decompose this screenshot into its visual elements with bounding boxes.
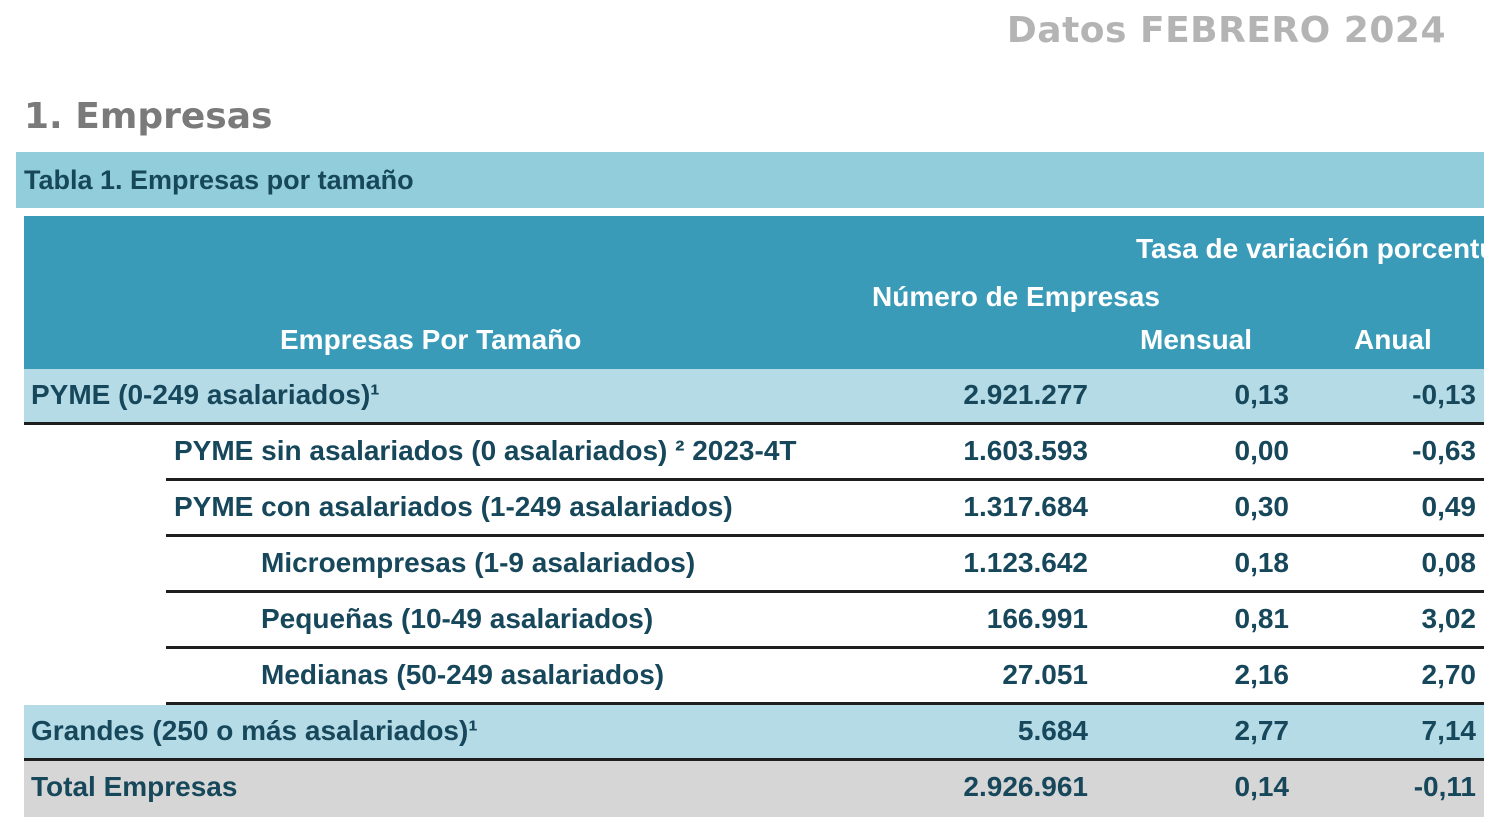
row-label: Pequeñas (10-49 asalariados) — [261, 603, 654, 634]
cell-numero: 1.317.684 — [963, 491, 1088, 522]
cell-numero: 2.926.961 — [963, 771, 1088, 802]
table-header: Empresas Por Tamaño Número de Empresas T… — [24, 216, 1500, 369]
cell-anual: 0,08 — [1421, 547, 1477, 578]
cell-mensual: 2,16 — [1234, 659, 1290, 690]
table-row-pyme-con-asalariados: PYME con asalariados (1-249 asalariados)… — [24, 481, 1484, 537]
row-label: Total Empresas — [31, 771, 238, 802]
cell-mensual: 2,77 — [1234, 715, 1290, 746]
cell-mensual: 0,81 — [1234, 603, 1290, 634]
table-row-pequenas: Pequeñas (10-49 asalariados) 166.991 0,8… — [24, 593, 1484, 649]
cell-numero: 5.684 — [1017, 715, 1088, 746]
cell-mensual: 0,14 — [1234, 771, 1290, 802]
report-date-title: Datos FEBRERO 2024 — [1006, 10, 1446, 51]
cell-anual: 7,14 — [1421, 715, 1477, 746]
row-label: Microempresas (1-9 asalariados) — [261, 547, 696, 578]
row-label: PYME sin asalariados (0 asalariados) ² 2… — [174, 435, 797, 466]
companies-by-size-table: Empresas Por Tamaño Número de Empresas T… — [24, 216, 1500, 817]
header-anual: Anual — [1354, 324, 1432, 355]
table-caption-bar: Tabla 1. Empresas por tamaño — [16, 152, 1484, 208]
cell-anual: -0,13 — [1412, 379, 1476, 410]
cell-anual: 2,70 — [1421, 659, 1477, 690]
row-label: Grandes (250 o más asalariados)¹ — [31, 715, 478, 746]
table-row-pyme-sin-asalariados: PYME sin asalariados (0 asalariados) ² 2… — [24, 425, 1484, 481]
cell-mensual: 0,18 — [1234, 547, 1290, 578]
table-row-medianas: Medianas (50-249 asalariados) 27.051 2,1… — [24, 649, 1484, 705]
table-row-grandes: Grandes (250 o más asalariados)¹ 5.684 2… — [24, 705, 1484, 761]
header-numero-de-empresas: Número de Empresas — [872, 281, 1160, 312]
cell-numero: 1.603.593 — [963, 435, 1088, 466]
cell-mensual: 0,13 — [1234, 379, 1290, 410]
cell-numero: 27.051 — [1002, 659, 1088, 690]
row-label: PYME con asalariados (1-249 asalariados) — [174, 491, 733, 522]
cell-anual: 3,02 — [1421, 603, 1477, 634]
cell-numero: 2.921.277 — [963, 379, 1088, 410]
cell-numero: 1.123.642 — [963, 547, 1088, 578]
table-row-pyme: PYME (0-249 asalariados)¹ 2.921.277 0,13… — [24, 369, 1484, 425]
table-row-microempresas: Microempresas (1-9 asalariados) 1.123.64… — [24, 537, 1484, 593]
row-label: Medianas (50-249 asalariados) — [261, 659, 665, 690]
table-row-total: Total Empresas 2.926.961 0,14 -0,11 — [24, 761, 1484, 817]
section-title: 1. Empresas — [24, 96, 273, 137]
table-caption: Tabla 1. Empresas por tamaño — [24, 164, 414, 195]
header-mensual: Mensual — [1140, 324, 1253, 355]
header-tasa-variacion: Tasa de variación porcentual — [1136, 233, 1500, 264]
cell-mensual: 0,30 — [1234, 491, 1290, 522]
row-label: PYME (0-249 asalariados)¹ — [31, 379, 380, 410]
cell-anual: 0,49 — [1421, 491, 1477, 522]
cell-numero: 166.991 — [986, 603, 1088, 634]
cell-anual: -0,63 — [1412, 435, 1476, 466]
cell-anual: -0,11 — [1413, 771, 1476, 802]
cell-mensual: 0,00 — [1234, 435, 1290, 466]
header-empresas-por-tamano: Empresas Por Tamaño — [280, 324, 582, 355]
